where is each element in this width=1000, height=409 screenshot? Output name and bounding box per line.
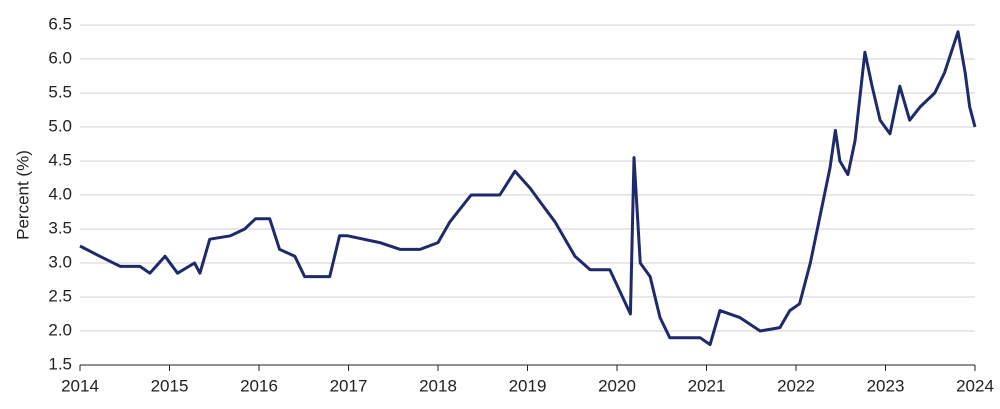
- x-tick-label: 2023: [867, 376, 905, 395]
- y-tick-label: 3.0: [48, 252, 72, 271]
- y-axis-label: Percent (%): [13, 150, 32, 240]
- x-tick-label: 2018: [419, 376, 457, 395]
- y-tick-label: 6.5: [48, 14, 72, 33]
- y-tick-label: 4.5: [48, 150, 72, 169]
- y-tick-label: 5.5: [48, 82, 72, 101]
- y-tick-label: 2.5: [48, 286, 72, 305]
- x-tick-label: 2024: [956, 376, 994, 395]
- x-tick-label: 2014: [61, 376, 99, 395]
- x-tick-label: 2017: [330, 376, 368, 395]
- x-tick-label: 2020: [598, 376, 636, 395]
- line-series: [79, 30, 977, 347]
- y-tick-label: 1.5: [48, 354, 72, 373]
- x-tick-label: 2016: [240, 376, 278, 395]
- x-tick-label: 2019: [509, 376, 547, 395]
- y-tick-label: 2.0: [48, 320, 72, 339]
- y-tick-label: 6.0: [48, 48, 72, 67]
- x-tick-label: 2022: [777, 376, 815, 395]
- x-tick-label: 2021: [688, 376, 726, 395]
- y-tick-label: 5.0: [48, 116, 72, 135]
- y-tick-label: 4.0: [48, 184, 72, 203]
- y-tick-label: 3.5: [48, 218, 72, 237]
- x-tick-label: 2015: [151, 376, 189, 395]
